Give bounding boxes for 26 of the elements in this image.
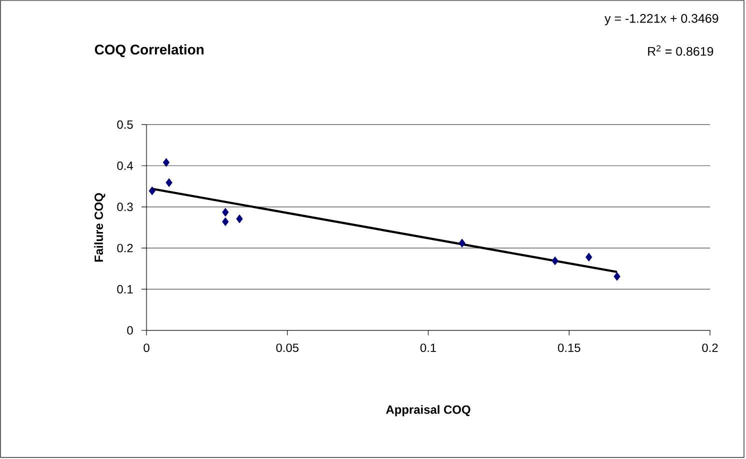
point <box>614 272 620 281</box>
y-axis-title: Failure COQ <box>94 193 106 262</box>
point <box>586 252 592 262</box>
x-tick-label: 0.05 <box>276 344 299 352</box>
x-tick-label: 0.1 <box>420 344 436 352</box>
y-tick-label: 0.4 <box>117 162 133 170</box>
point <box>222 208 229 217</box>
y-tick-label: 0.1 <box>117 285 133 294</box>
text: y = -1.221x + 0.3469 <box>604 14 718 26</box>
point <box>148 186 156 196</box>
chart-title: COQ Correlation <box>94 44 204 58</box>
y-tick-label: 0.2 <box>117 244 133 252</box>
x-tick-label: 0 <box>144 344 150 352</box>
y-tick-label: 0.5 <box>117 120 133 129</box>
point <box>166 178 172 188</box>
y-tick-label: 0.3 <box>117 202 133 212</box>
point <box>552 256 558 266</box>
y-tick-label: 0 <box>127 326 133 335</box>
text: R$^{2}$ = 0.8619 <box>648 45 714 56</box>
x-axis-title: Appraisal COQ <box>386 405 470 416</box>
point <box>236 214 243 224</box>
point <box>222 217 229 226</box>
x-tick-label: 0.15 <box>558 344 580 352</box>
x-tick-label: 0.2 <box>702 344 718 352</box>
point <box>458 238 466 248</box>
point <box>162 158 170 167</box>
